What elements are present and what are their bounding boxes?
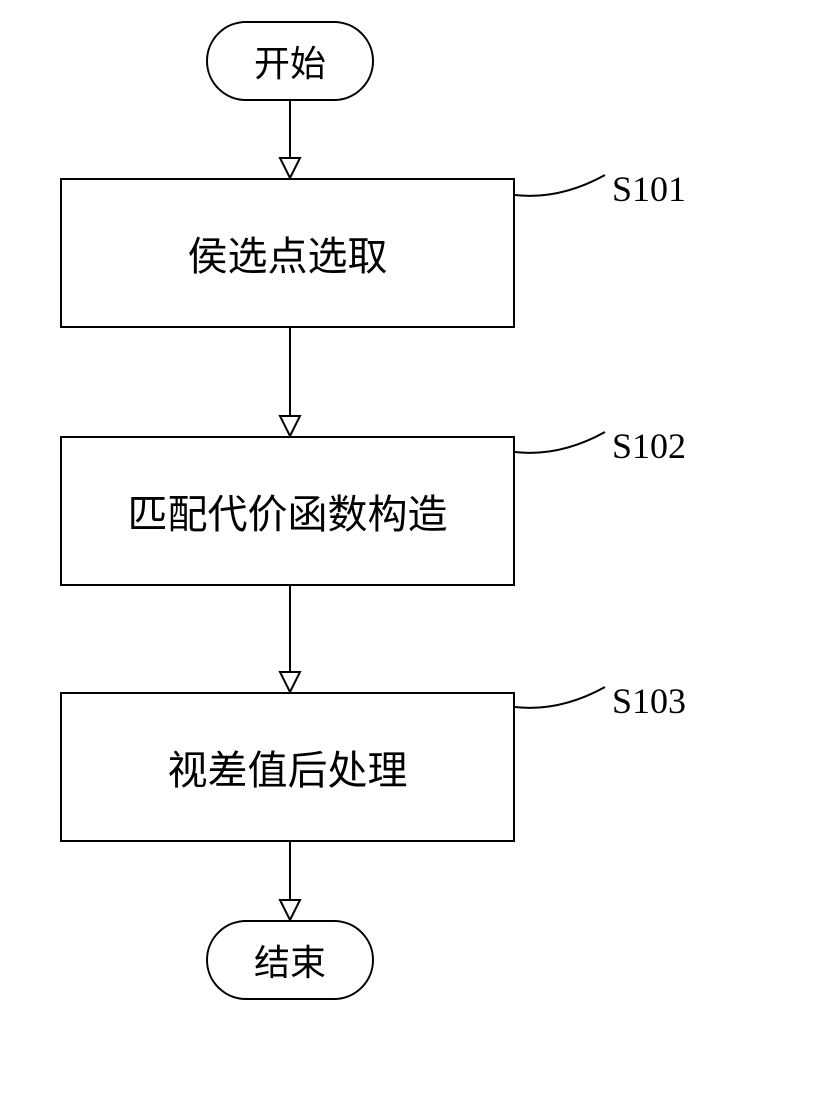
arrow-step1-to-step2 <box>275 328 305 436</box>
end-node: 结束 <box>206 920 374 1000</box>
step1-node: 侯选点选取 <box>60 178 515 328</box>
step3-text: 视差值后处理 <box>168 738 408 796</box>
step3-connector <box>515 677 615 717</box>
start-label: 开始 <box>254 35 326 87</box>
step2-connector <box>515 422 615 462</box>
start-node: 开始 <box>206 21 374 101</box>
end-label: 结束 <box>254 934 326 986</box>
arrow-start-to-step1 <box>275 101 305 178</box>
arrow-step3-to-end <box>275 842 305 920</box>
step1-label: S101 <box>612 168 686 210</box>
step2-node: 匹配代价函数构造 <box>60 436 515 586</box>
step2-text: 匹配代价函数构造 <box>128 482 448 540</box>
step3-node: 视差值后处理 <box>60 692 515 842</box>
step1-connector <box>515 165 615 205</box>
step3-label: S103 <box>612 680 686 722</box>
arrow-step2-to-step3 <box>275 586 305 692</box>
step2-label: S102 <box>612 425 686 467</box>
step1-text: 侯选点选取 <box>188 224 388 282</box>
